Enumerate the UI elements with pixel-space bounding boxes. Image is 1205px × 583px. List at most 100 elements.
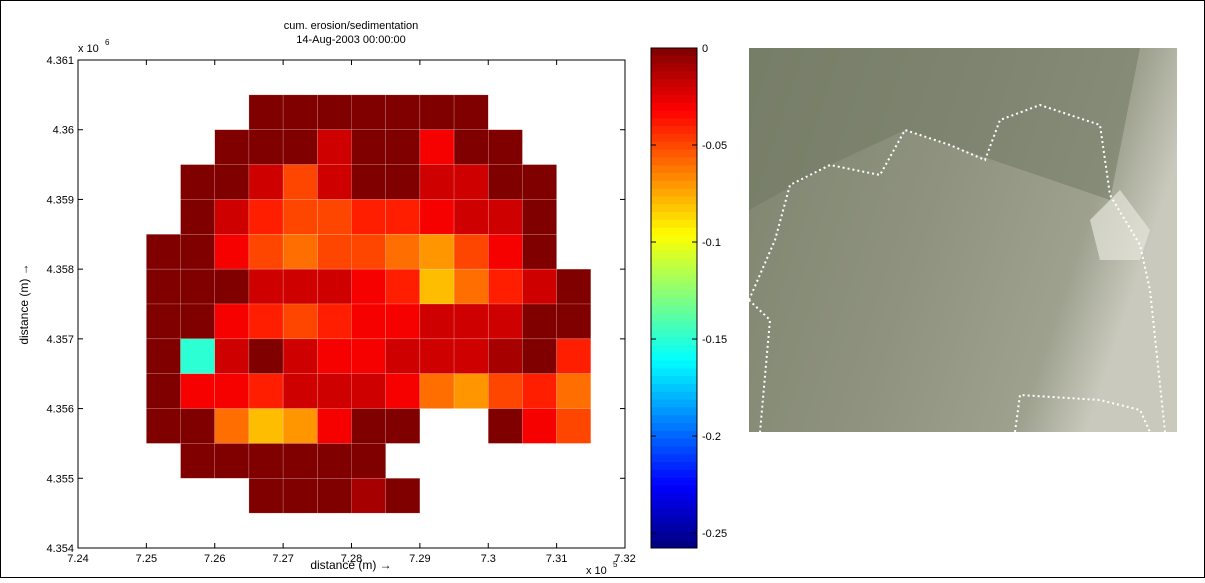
colorbar-band — [651, 391, 697, 401]
y-tick-label: 4.36 — [53, 125, 74, 137]
colorbar-band — [651, 227, 697, 236]
aerial-photo — [748, 48, 1177, 433]
cell — [385, 268, 421, 305]
cell — [317, 268, 352, 305]
colorbar-tick-label: -0.15 — [702, 334, 727, 346]
cell — [351, 94, 386, 130]
colorbar-band — [651, 485, 697, 494]
y-tick-label: 4.354 — [46, 543, 74, 555]
cell — [282, 199, 318, 235]
cell — [146, 234, 181, 270]
cell — [453, 199, 489, 235]
colorbar-band — [651, 94, 697, 104]
cell — [351, 408, 386, 444]
cell — [351, 478, 386, 514]
cell — [317, 164, 352, 200]
colorbar-frame — [650, 47, 698, 549]
cell — [214, 268, 250, 305]
colorbar-band — [651, 423, 697, 432]
cell — [317, 234, 352, 270]
cell — [419, 373, 455, 409]
cell — [282, 129, 318, 165]
cell — [180, 408, 215, 444]
cell — [248, 94, 284, 130]
x-multiplier: x 10 — [586, 565, 607, 577]
boundary — [1014, 393, 1151, 433]
cell — [248, 478, 284, 514]
colorbar-tick-label: -0.05 — [702, 140, 727, 152]
cell — [214, 303, 250, 340]
colorbar-band — [651, 55, 697, 65]
cell — [282, 443, 318, 479]
colorbar-band — [651, 524, 697, 533]
cell — [419, 164, 455, 200]
y-tick-label: 4.361 — [46, 55, 74, 67]
colorbar-band — [651, 212, 697, 221]
cell — [522, 268, 557, 305]
colorbar-band — [651, 501, 697, 510]
cell — [385, 94, 421, 130]
cell — [180, 199, 215, 235]
cell — [556, 338, 592, 374]
boundary — [748, 103, 1166, 433]
cell — [282, 303, 318, 340]
colorbar-band — [651, 344, 697, 354]
cell — [180, 303, 215, 340]
cell — [488, 303, 523, 340]
cell — [214, 129, 250, 165]
cell — [282, 408, 318, 444]
cell — [248, 234, 284, 270]
cell — [453, 129, 489, 165]
colorbar-band — [651, 446, 697, 455]
cell — [419, 199, 455, 235]
colorbar-band — [651, 149, 697, 158]
colorbar-band — [651, 376, 697, 385]
y-tick-label: 4.356 — [46, 404, 74, 416]
cell — [180, 268, 215, 305]
cell — [419, 94, 455, 130]
cell — [282, 478, 318, 514]
colorbar-band — [651, 188, 697, 197]
colorbar-band — [651, 118, 697, 127]
cell — [351, 268, 386, 305]
cell — [282, 373, 318, 409]
colorbar-band — [651, 110, 697, 119]
colorbar-band — [651, 243, 697, 252]
cell — [351, 234, 386, 270]
cell — [385, 408, 421, 444]
y-multiplier-exp: 6 — [105, 38, 110, 47]
cell — [556, 268, 592, 305]
colorbar-band — [651, 48, 697, 57]
colorbar-band — [651, 540, 697, 549]
colorbar-band — [651, 133, 697, 143]
cell — [248, 199, 284, 235]
cell — [248, 443, 284, 479]
cell — [146, 338, 181, 374]
cell — [488, 338, 523, 374]
colorbar-band — [651, 477, 697, 486]
cell — [214, 199, 250, 235]
cell — [556, 373, 592, 409]
colorbar-band — [651, 102, 697, 111]
cell — [317, 443, 352, 479]
cell — [385, 164, 421, 200]
cell — [351, 199, 386, 235]
colorbar-band — [651, 493, 697, 502]
cell — [282, 234, 318, 270]
chart-subtitle: 14-Aug-2003 00:00:00 — [296, 34, 405, 46]
cell — [317, 338, 352, 374]
colorbar-band — [651, 87, 697, 96]
cell — [317, 408, 352, 444]
cell — [248, 164, 284, 200]
colorbar-band — [651, 415, 697, 424]
cell — [248, 408, 284, 444]
x-multiplier-exp: 5 — [613, 560, 618, 569]
colorbar-band — [651, 290, 697, 299]
colorbar-band — [651, 407, 697, 416]
cell — [488, 268, 523, 305]
colorbar-band — [651, 430, 697, 440]
cell — [214, 234, 250, 270]
colorbar-band — [651, 274, 697, 283]
cell — [351, 443, 386, 479]
